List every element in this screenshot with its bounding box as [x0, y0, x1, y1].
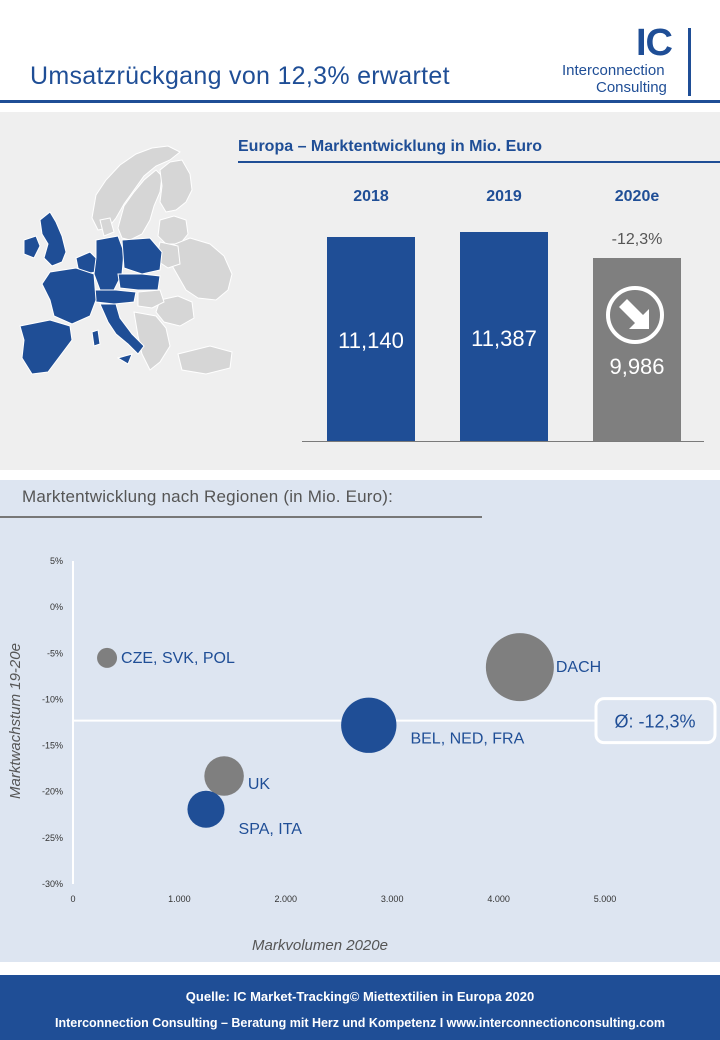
bar-value-label: 11,140 [338, 328, 404, 353]
map-baltics [157, 215, 189, 245]
regions-title-underline [0, 516, 482, 518]
y-tick-label: -15% [42, 741, 63, 751]
y-tick-label: -20% [42, 787, 63, 797]
map-italy [99, 303, 145, 355]
map-czech-slovakia [117, 273, 161, 291]
bubble-point [485, 633, 554, 702]
map-norway [91, 145, 181, 231]
map-finland [159, 159, 193, 213]
bubble-label: UK [248, 776, 271, 793]
x-tick-label: 1.000 [168, 894, 191, 904]
bar-value-label: 11,387 [471, 326, 537, 351]
y-tick-label: -10% [42, 694, 63, 704]
logo-bar [688, 28, 691, 96]
average-label: Ø: -12,3% [614, 712, 695, 732]
y-tick-label: -25% [42, 833, 63, 843]
bubble-point [341, 697, 397, 753]
map-romania [155, 295, 195, 327]
header-divider [0, 100, 720, 103]
bubble-label: SPA, ITA [239, 821, 303, 838]
arrow-down-right-icon [606, 286, 664, 344]
logo-text-line1: Interconnection [562, 62, 665, 79]
bubble-point [187, 790, 225, 828]
map-east [169, 237, 233, 301]
bubble-label: BEL, NED, FRA [410, 730, 524, 747]
map-poland [121, 237, 163, 275]
logo-text-line2: Consulting [596, 79, 667, 96]
map-uk [39, 211, 67, 267]
map-france [41, 267, 97, 325]
bar-baseline [302, 441, 704, 442]
x-tick-label: 2.000 [275, 894, 298, 904]
map-sicily [116, 353, 133, 365]
map-sardinia [91, 329, 101, 347]
bubble-label: DACH [556, 659, 601, 676]
bar-2018 [327, 236, 415, 441]
bubble-point [97, 647, 118, 668]
map-denmark [99, 217, 115, 237]
bar-year-label: 2018 [353, 188, 389, 205]
europe-map [19, 145, 233, 375]
bubble-point [204, 756, 244, 796]
x-tick-label: 5.000 [594, 894, 617, 904]
europe-chart-title: Europa – Marktentwicklung in Mio. Euro [238, 138, 543, 155]
map-ireland [23, 235, 41, 259]
bar-year-label: 2020e [614, 188, 660, 205]
page-title: Umsatzrückgang von 12,3% erwartet [30, 62, 450, 90]
bubble-label: CZE, SVK, POL [121, 650, 235, 667]
x-tick-label: 3.000 [381, 894, 404, 904]
y-tick-label: 5% [50, 556, 63, 566]
y-tick-label: 0% [50, 602, 63, 612]
bar-2019 [460, 232, 548, 441]
map-iberia [19, 319, 73, 375]
regions-chart-title: Marktentwicklung nach Regionen (in Mio. … [22, 487, 394, 506]
y-tick-label: -5% [47, 648, 63, 658]
average-label-box [594, 697, 717, 745]
map-turkey [177, 345, 233, 375]
europe-title-underline [238, 161, 720, 163]
map-austria-swiss [93, 289, 137, 305]
footer-tagline: Interconnection Consulting – Beratung mi… [55, 1016, 665, 1030]
change-label: -12,3% [611, 231, 663, 248]
footer [0, 975, 720, 1040]
x-tick-label: 4.000 [487, 894, 510, 904]
footer-source: Quelle: IC Market-Tracking© Miettextilie… [185, 989, 535, 1004]
bar-year-label: 2019 [486, 188, 522, 205]
y-axis-title: Marktwachstum 19-20e [7, 643, 24, 799]
y-tick-label: -30% [42, 879, 63, 889]
x-axis-title: Markvolumen 2020e [252, 937, 388, 954]
x-tick-label: 0 [70, 894, 75, 904]
regions-bubble-chart: 5% 0% -5% -10% -15% -20% -25% -30% 0 1.000 2.000 3.… [7, 556, 717, 954]
bar-value-label: 9,986 [609, 354, 665, 379]
logo-mark: IC [636, 22, 673, 64]
